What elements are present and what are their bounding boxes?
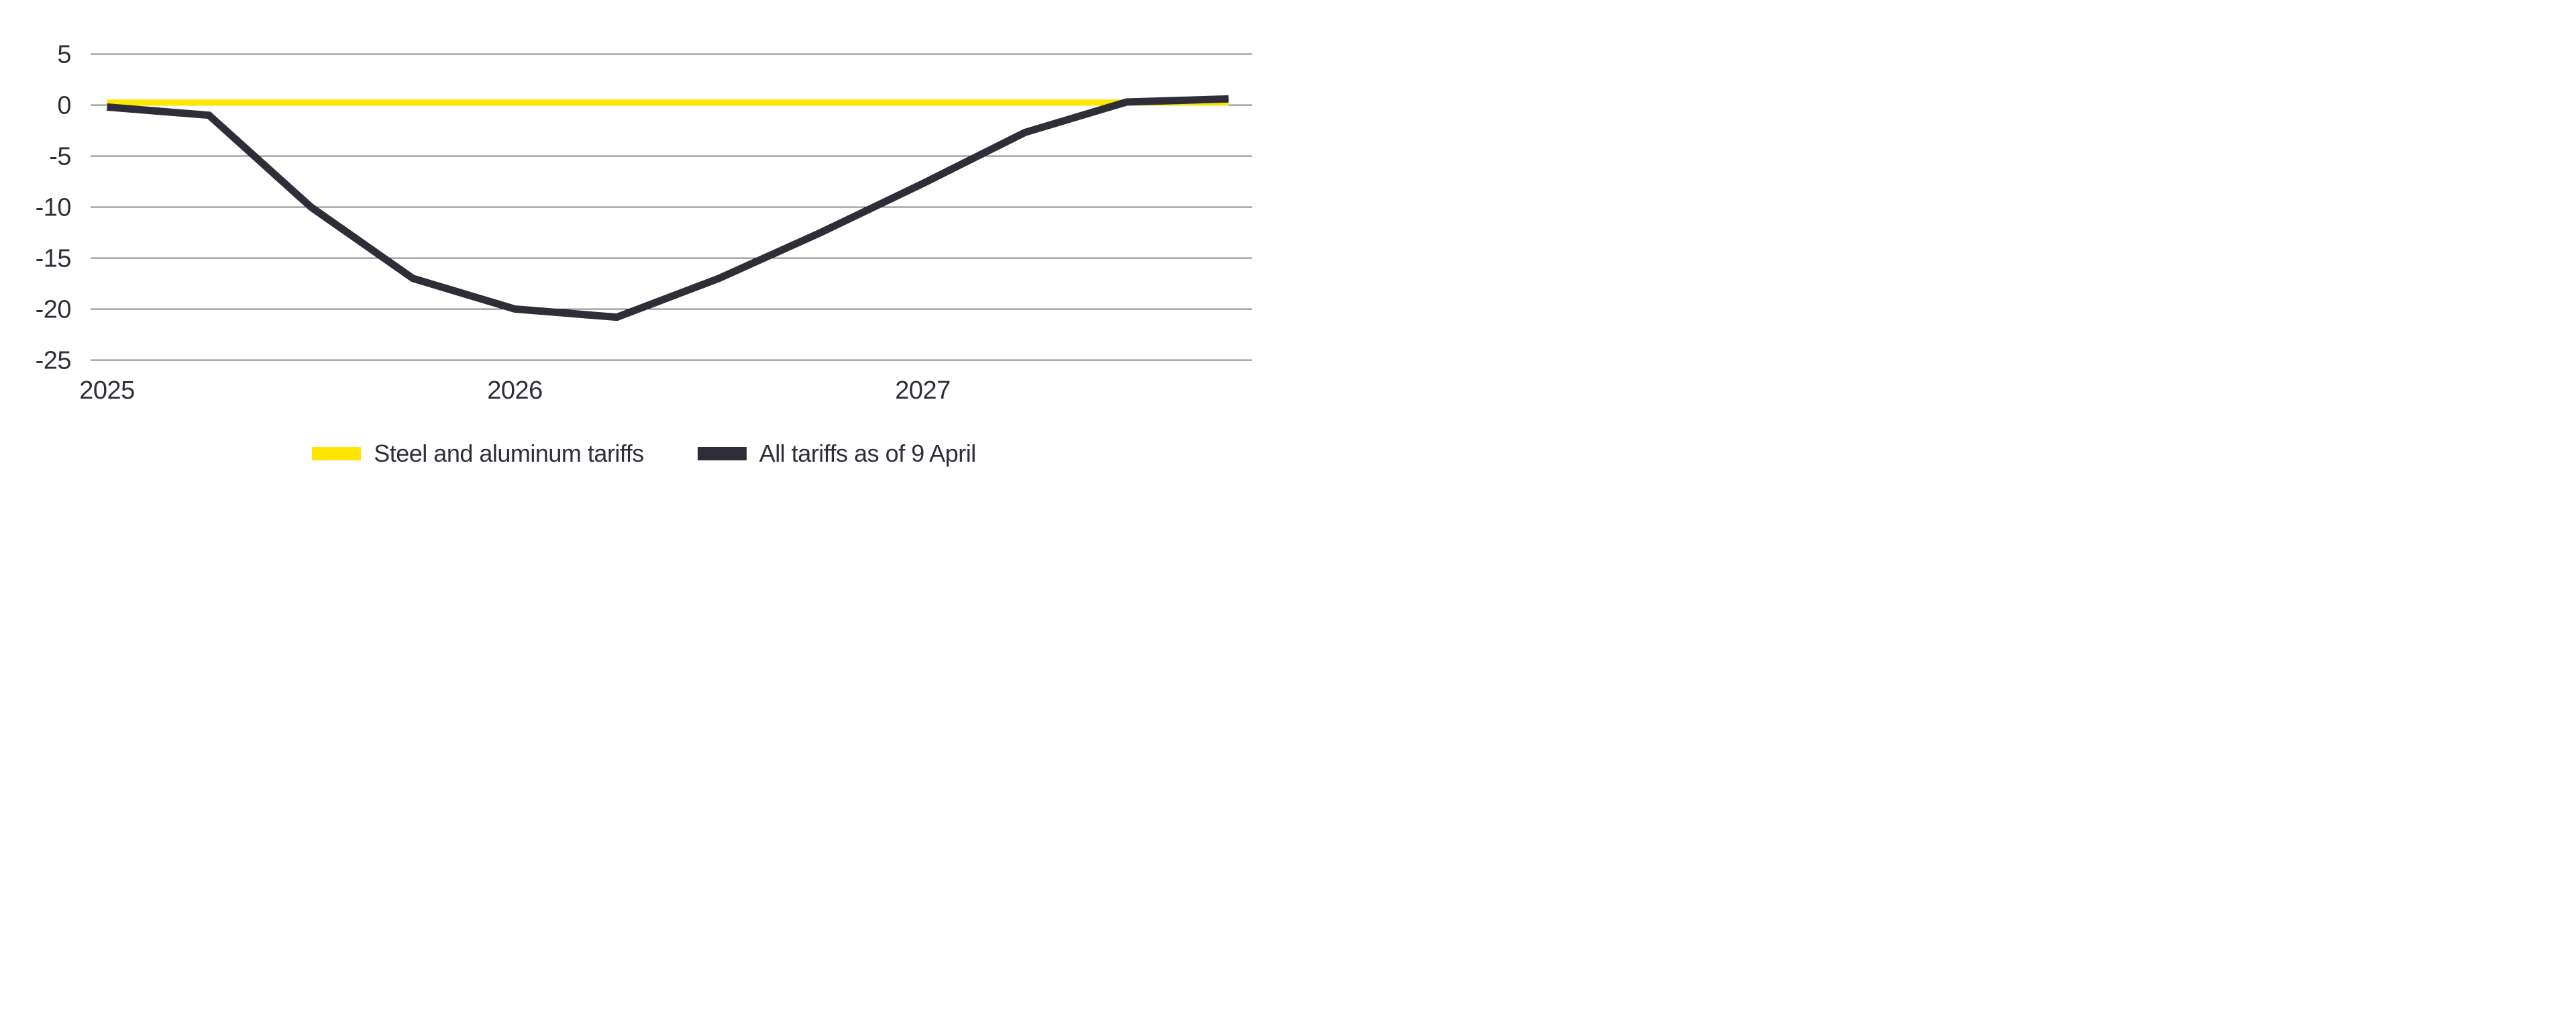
y-axis-tick-label: -15 (36, 245, 71, 273)
y-axis-tick-label: -5 (49, 143, 71, 171)
legend-swatch-dark-icon (697, 447, 747, 460)
series-line-all-tariffs-as-of-9-april (107, 95, 1229, 321)
tariff-impact-line-chart: 5 0 -5 -10 -15 -20 -25 2025 2026 2027 Steel and a… (0, 0, 1288, 505)
legend-item-all-tariffs: All tariffs as of 9 April (697, 440, 976, 468)
chart-legend: Steel and aluminum tariffs All tariffs a… (0, 440, 1288, 468)
y-axis-tick-label: 5 (57, 41, 71, 69)
y-axis-tick-label: -20 (36, 296, 71, 324)
x-axis-year-label-2026: 2026 (487, 376, 543, 405)
legend-swatch-yellow-icon (312, 447, 362, 460)
x-axis-year-label-2025: 2025 (79, 376, 135, 405)
y-axis-tick-label: -25 (36, 347, 71, 375)
chart-plot-area: 5 0 -5 -10 -15 -20 -25 2025 2026 2027 (36, 41, 1252, 405)
x-axis-year-label-2027: 2027 (895, 376, 951, 405)
y-axis-tick-label: 0 (57, 92, 71, 120)
legend-item-steel-and-aluminum-tariffs: Steel and aluminum tariffs (312, 440, 644, 468)
legend-label-steel-and-aluminum-tariffs: Steel and aluminum tariffs (374, 440, 644, 467)
legend-label-all-tariffs: All tariffs as of 9 April (759, 440, 976, 467)
y-axis-tick-label: -10 (36, 194, 71, 222)
